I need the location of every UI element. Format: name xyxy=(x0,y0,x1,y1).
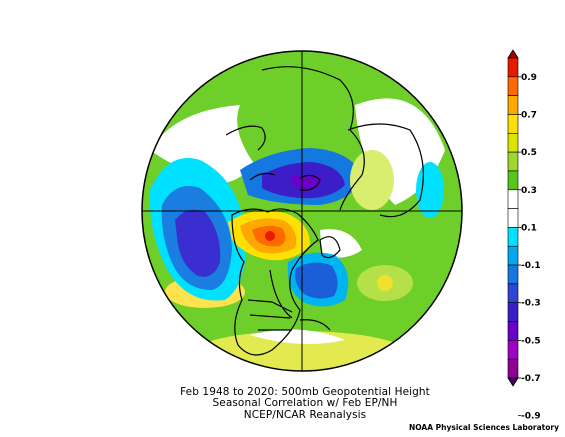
colorbar-label: -0.3 xyxy=(521,299,541,309)
colorbar-label: 0.3 xyxy=(521,186,537,196)
colorbar-swatch xyxy=(507,95,519,115)
colorbar-swatch xyxy=(507,132,519,153)
colorbar-swatch xyxy=(507,264,519,285)
colorbar-swatch xyxy=(507,57,519,78)
colorbar-swatch xyxy=(507,302,519,322)
colorbar-swatch xyxy=(507,114,519,134)
colorbar-swatch xyxy=(507,358,519,379)
colorbar-top-arrow xyxy=(507,49,519,59)
map-subtitle: Seasonal Correlation w/ Feb EP/NH xyxy=(212,397,398,409)
colorbar-label: -0.9 xyxy=(521,412,541,422)
colorbar-swatch xyxy=(507,76,519,96)
colorbar-label: 0.5 xyxy=(521,148,537,158)
colorbar-swatch xyxy=(507,227,519,247)
colorbar-label: -0.1 xyxy=(521,261,541,271)
colorbar-swatch xyxy=(507,189,519,209)
credit-label: NOAA Physical Sciences Laboratory xyxy=(408,423,559,432)
colorbar-swatch xyxy=(507,245,519,266)
colorbar-label: 0.1 xyxy=(521,223,537,233)
colorbar-swatch xyxy=(507,321,519,341)
colorbar-swatch xyxy=(507,151,519,172)
colorbar: 0.9 0.7 0.5 0.3 0.1 -0.1 -0.3 -0.5 -0.7 -0.9 xyxy=(507,49,541,422)
colorbar-swatch xyxy=(507,340,519,360)
colorbar-bottom-arrow xyxy=(507,377,519,387)
colorbar-label: 0.7 xyxy=(521,110,537,120)
colorbar-swatch xyxy=(507,170,519,191)
coastlines xyxy=(225,66,424,356)
hemisphere-disk xyxy=(142,51,462,371)
colorbar-swatch xyxy=(507,283,519,304)
colorbar-label: -0.7 xyxy=(521,374,541,384)
dataset-label: NCEP/NCAR Reanalysis xyxy=(243,409,367,421)
colorbar-label: 0.9 xyxy=(521,73,537,83)
colorbar-label: -0.5 xyxy=(521,336,541,346)
map-title: Feb 1948 to 2020: 500mb Geopotential Hei… xyxy=(180,386,430,398)
colorbar-swatch xyxy=(507,208,519,228)
